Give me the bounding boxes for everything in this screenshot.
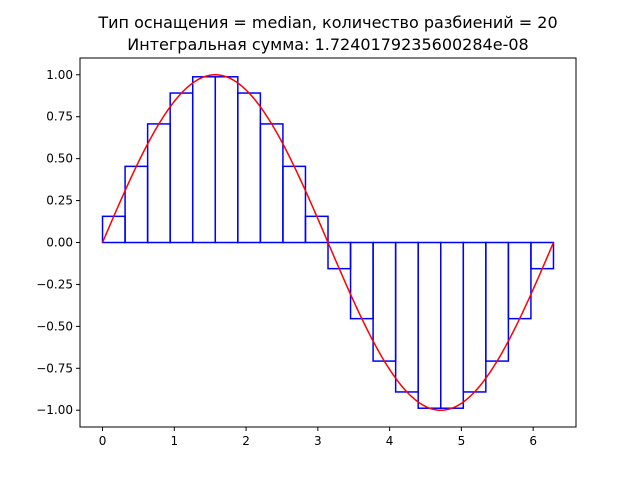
y-axis-ticks: −1.00 −0.75 −0.50 −0.25 0.00 0.25 0.50 0.75 1.00 [36, 68, 80, 417]
x-tick-label: 3 [314, 434, 322, 448]
y-tick-label: −0.25 [36, 277, 73, 291]
x-tick-label: 4 [386, 434, 394, 448]
y-tick-label: 0.75 [46, 110, 73, 124]
x-tick-label: 1 [170, 434, 178, 448]
x-tick-label: 0 [99, 434, 107, 448]
x-tick-label: 6 [529, 434, 537, 448]
y-tick-label: 0.25 [46, 194, 73, 208]
y-tick-label: 0.50 [46, 152, 73, 166]
sine-curve [101, 74, 555, 411]
y-tick-label: 0.00 [46, 236, 73, 250]
y-tick-label: −0.50 [36, 319, 73, 333]
y-tick-label: −1.00 [36, 403, 73, 417]
x-axis-ticks: 0 1 2 3 4 5 6 [99, 427, 537, 448]
y-tick-label: 1.00 [46, 68, 73, 82]
x-tick-label: 5 [458, 434, 466, 448]
chart-title-line1: Тип оснащения = median, количество разби… [97, 13, 557, 32]
function-curve-layer [101, 74, 555, 411]
y-tick-label: −0.75 [36, 361, 73, 375]
chart-title-line2: Интегральная сумма: 1.7240179235600284e-… [127, 35, 528, 54]
x-tick-label: 2 [242, 434, 250, 448]
